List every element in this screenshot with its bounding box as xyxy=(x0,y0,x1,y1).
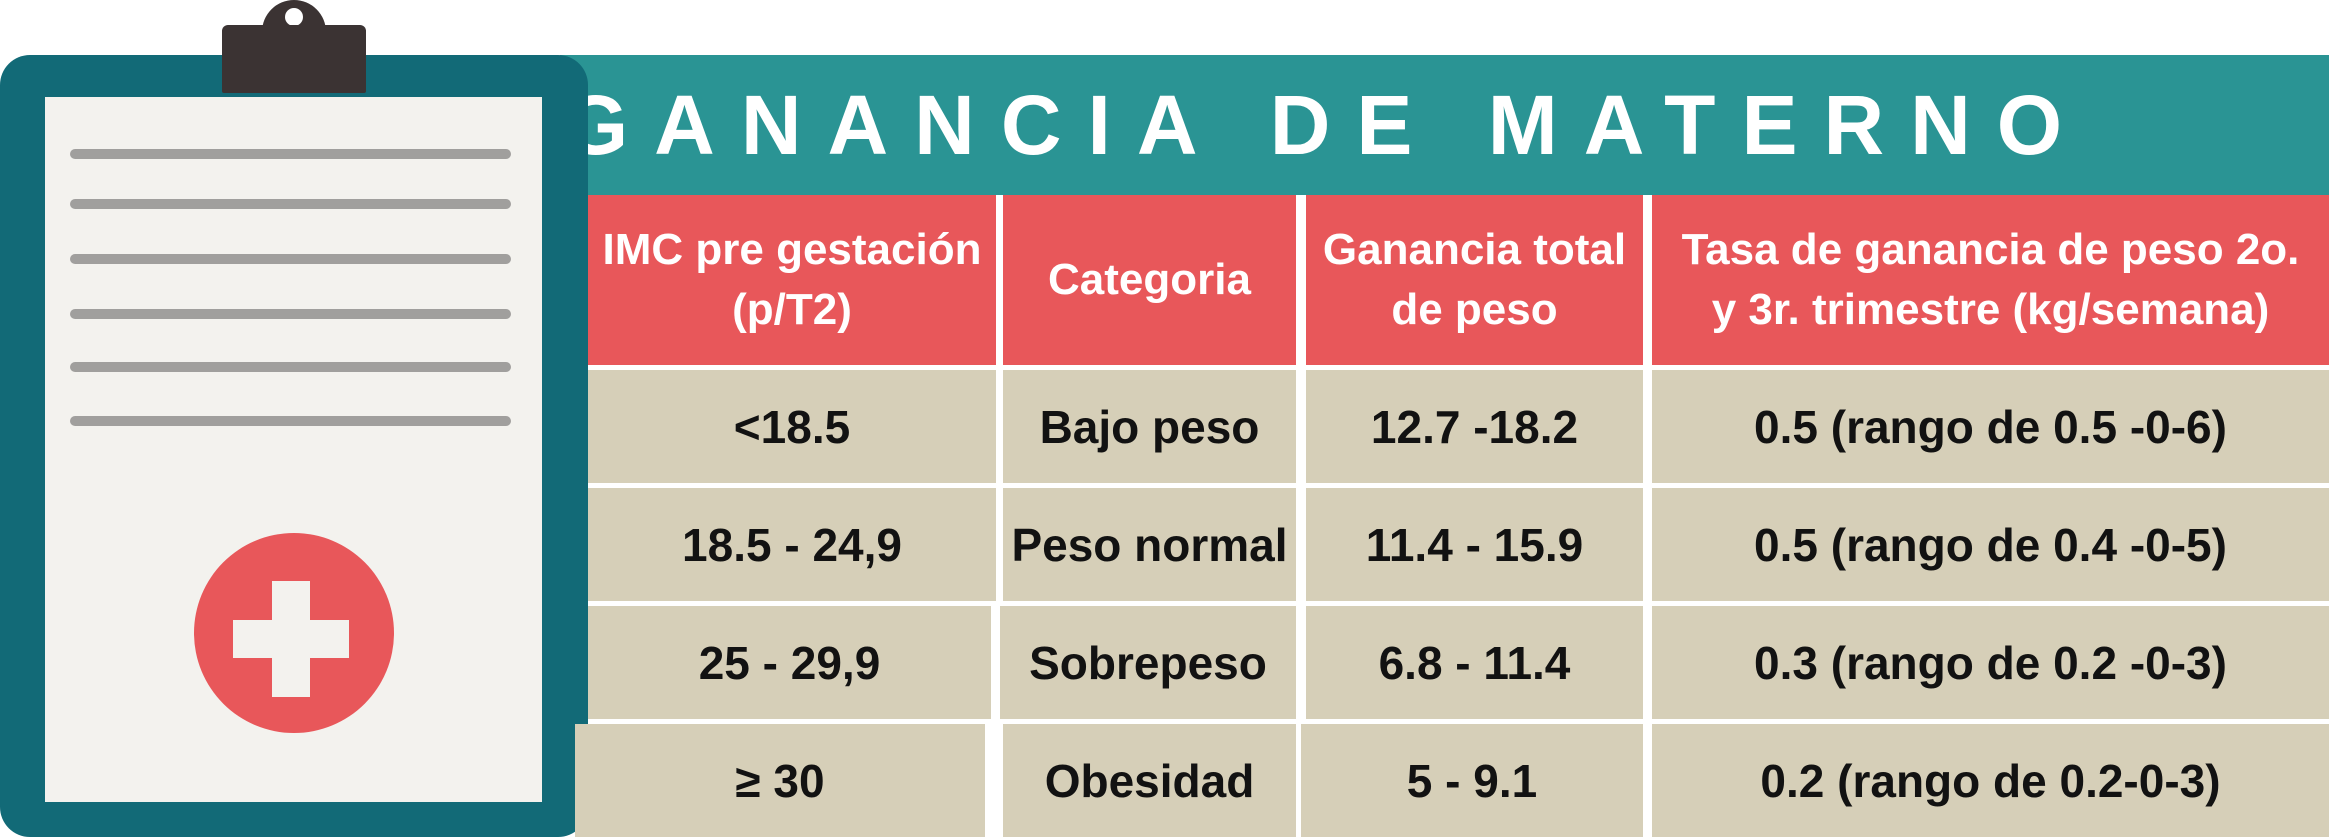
cross-horizontal xyxy=(233,620,349,658)
header-ganancia-total: Ganancia total de peso xyxy=(1306,195,1643,365)
title-band xyxy=(560,55,2329,195)
header-tasa-line2: y 3r. trimestre (kg/semana) xyxy=(1711,285,2270,334)
table-cell: 0.2 (rango de 0.2-0-3) xyxy=(1652,724,2329,837)
sheet-line xyxy=(70,254,511,264)
sheet-line xyxy=(70,416,511,426)
header-ganancia-line2: de peso xyxy=(1391,285,1558,334)
table-cell: 6.8 - 11.4 xyxy=(1306,606,1643,719)
header-imc-line1: IMC pre gestación xyxy=(602,225,982,274)
table-cell: 18.5 - 24,9 xyxy=(588,488,996,601)
table-cell: 25 - 29,9 xyxy=(588,606,991,719)
sheet-line xyxy=(70,149,511,159)
page-title: GANANCIA DE MATERNO xyxy=(562,77,2089,172)
sheet-line xyxy=(70,309,511,319)
sheet-line xyxy=(70,199,511,209)
table-cell: Peso normal xyxy=(1003,488,1296,601)
table-cell: Sobrepeso xyxy=(1000,606,1296,719)
table-cell: Obesidad xyxy=(1003,724,1296,837)
table-cell: 12.7 -18.2 xyxy=(1306,370,1643,483)
clip-hole xyxy=(285,8,303,26)
table-cell: ≥ 30 xyxy=(575,724,985,837)
header-categoria: Categoria xyxy=(1003,195,1296,365)
table-cell: Bajo peso xyxy=(1003,370,1296,483)
table-cell: 0.5 (rango de 0.5 -0-6) xyxy=(1652,370,2329,483)
table-cell: 0.5 (rango de 0.4 -0-5) xyxy=(1652,488,2329,601)
table-cell: <18.5 xyxy=(588,370,996,483)
table-cell: 0.3 (rango de 0.2 -0-3) xyxy=(1652,606,2329,719)
header-tasa: Tasa de ganancia de peso 2o. y 3r. trimes… xyxy=(1652,195,2329,365)
table-cell: 11.4 - 15.9 xyxy=(1306,488,1643,601)
header-imc: IMC pre gestación (p/T2) xyxy=(588,195,996,365)
header-tasa-line1: Tasa de ganancia de peso 2o. xyxy=(1681,225,2300,274)
table-cell: 5 - 9.1 xyxy=(1301,724,1643,837)
header-imc-line2: (p/T2) xyxy=(732,285,852,334)
clipboard-clip xyxy=(222,25,366,93)
header-ganancia-line1: Ganancia total xyxy=(1322,225,1627,274)
header-categoria-line1: Categoria xyxy=(1048,255,1251,304)
sheet-line xyxy=(70,362,511,372)
